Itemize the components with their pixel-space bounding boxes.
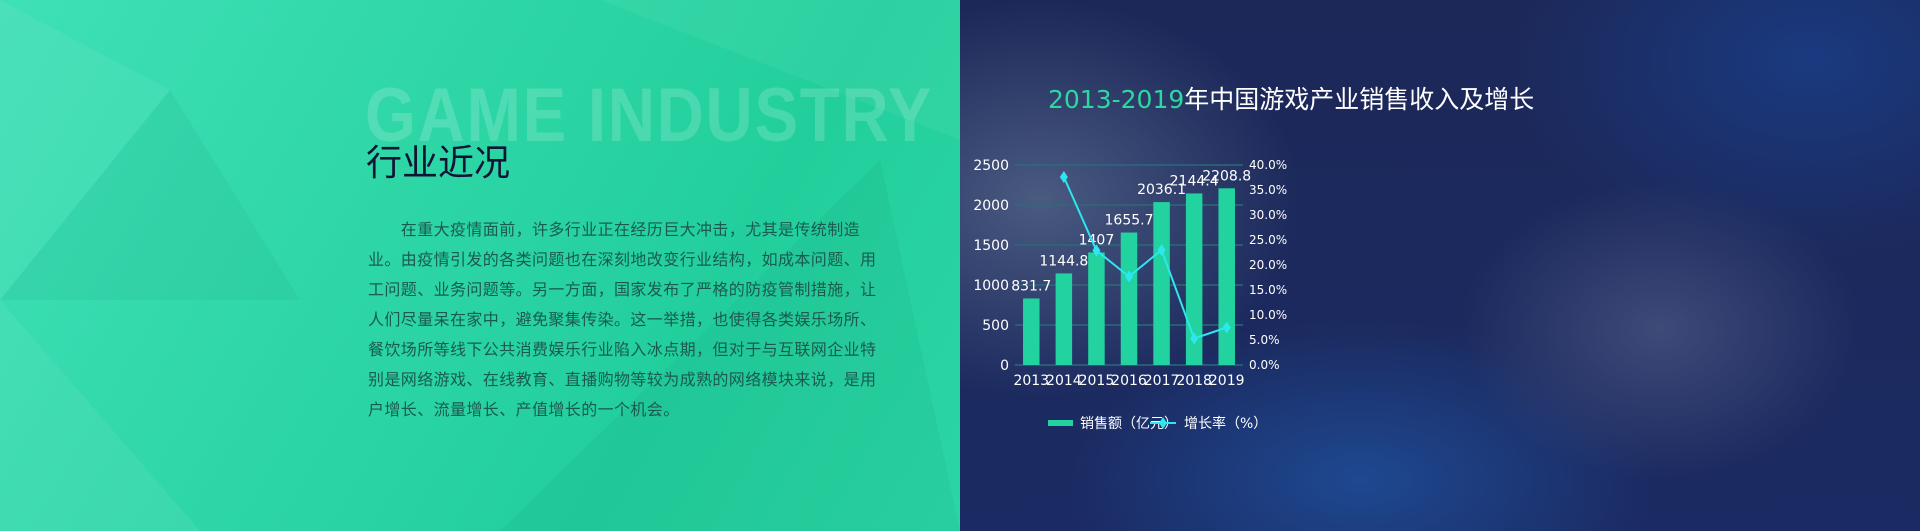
y-right-tick-label: 15.0% bbox=[1249, 283, 1287, 297]
y-left-tick-label: 0 bbox=[1000, 358, 1009, 374]
y-left-tick-label: 1500 bbox=[973, 238, 1009, 254]
y-left-tick-label: 1000 bbox=[973, 278, 1009, 294]
right-panel bbox=[960, 0, 1920, 531]
y-left-tick-label: 2500 bbox=[973, 158, 1009, 174]
bar bbox=[1120, 232, 1138, 365]
bar-data-label: 1655.7 bbox=[1105, 213, 1154, 229]
bar-data-label: 831.7 bbox=[1011, 278, 1051, 294]
y-right-tick-label: 35.0% bbox=[1249, 183, 1287, 197]
y-left-tick-label: 2000 bbox=[973, 198, 1009, 214]
bar-data-label: 2208.8 bbox=[1202, 168, 1251, 184]
y-left-tick-label: 500 bbox=[982, 318, 1009, 334]
paragraph-line: 在重大疫情面前，许多行业正在经历巨大冲击，尤其是传统制造 bbox=[368, 220, 861, 239]
growth-point bbox=[1222, 321, 1231, 334]
x-tick-label: 2019 bbox=[1209, 373, 1245, 389]
left-panel: GAME INDUSTRY 行业近况 在重大疫情面前，许多行业正在经历巨大冲击，… bbox=[0, 0, 960, 531]
bar-data-label: 1144.8 bbox=[1039, 253, 1088, 269]
legend-bar-label: 销售额（亿元） bbox=[1080, 416, 1178, 432]
growth-point bbox=[1157, 244, 1166, 256]
y-right-tick-label: 25.0% bbox=[1249, 233, 1287, 247]
y-right-tick-label: 5.0% bbox=[1249, 333, 1280, 347]
bar bbox=[1055, 273, 1073, 365]
bar bbox=[1185, 193, 1203, 365]
chart-title-text: 年中国游戏产业销售收入及增长 bbox=[1184, 85, 1535, 114]
legend-bar-swatch bbox=[1048, 420, 1073, 426]
section-heading: 行业近况 bbox=[366, 143, 511, 184]
bar-data-label: 2144.4 bbox=[1170, 173, 1219, 189]
body-paragraph: 在重大疫情面前，许多行业正在经历巨大冲击，尤其是传统制造 业。由疫情引发的各类问… bbox=[368, 215, 877, 425]
y-right-tick-label: 20.0% bbox=[1249, 258, 1287, 272]
bar-data-label: 1407 bbox=[1079, 232, 1115, 248]
growth-point bbox=[1190, 332, 1199, 345]
bar-data-label: 2036.1 bbox=[1137, 182, 1186, 198]
chart-title-years: 2013-2019 bbox=[1048, 85, 1185, 114]
polygon-background bbox=[0, 90, 960, 531]
x-tick-label: 2017 bbox=[1144, 373, 1180, 389]
paragraph-line: 户增长、流量增长、产值增长的一个机会。 bbox=[368, 400, 680, 419]
bar bbox=[1088, 252, 1105, 365]
growth-point bbox=[1125, 270, 1133, 283]
y-right-tick-label: 30.0% bbox=[1249, 208, 1287, 222]
x-tick-label: 2018 bbox=[1176, 373, 1212, 389]
bar bbox=[1153, 202, 1170, 365]
paragraph-line: 别是网络游戏、在线教育、直播购物等较为成熟的网络模块来说，是用 bbox=[368, 370, 877, 389]
x-tick-label: 2015 bbox=[1079, 373, 1115, 389]
growth-point bbox=[1092, 244, 1101, 257]
watermark-text: GAME INDUSTRY bbox=[365, 73, 934, 158]
paragraph-line: 餐饮场所等线下公共消费娱乐行业陷入冰点期，但对于与互联网企业特 bbox=[368, 340, 877, 359]
chart: 0 500 1000 1500 2000 2500 0.0% 5.0% 10.0% 15.0% 20… bbox=[973, 158, 1287, 432]
paragraph-line: 业。由疫情引发的各类问题也在深刻地改变行业结构，如成本问题、用 bbox=[368, 250, 877, 269]
x-tick-label: 2016 bbox=[1111, 373, 1147, 389]
chart-title: 2013-2019年中国游戏产业销售收入及增长 bbox=[1048, 80, 1534, 116]
legend-diamond-icon bbox=[1159, 417, 1167, 429]
x-tick-label: 2013 bbox=[1013, 373, 1049, 389]
bar bbox=[1218, 188, 1235, 365]
y-right-tick-label: 10.0% bbox=[1249, 308, 1287, 322]
growth-line bbox=[1062, 176, 1228, 340]
y-right-tick-label: 0.0% bbox=[1249, 358, 1280, 372]
paragraph-line: 工问题、业务问题等。另一方面，国家发布了严格的防疫管制措施，让 bbox=[368, 280, 877, 299]
paragraph-line: 人们尽量呆在家中，避免聚集传染。这一举措，也使得各类娱乐场所、 bbox=[368, 310, 877, 329]
x-tick-label: 2014 bbox=[1046, 373, 1082, 389]
y-right-tick-label: 40.0% bbox=[1249, 158, 1287, 172]
legend-line-label: 增长率（%） bbox=[1184, 415, 1267, 432]
growth-point bbox=[1059, 171, 1068, 183]
bar bbox=[1023, 298, 1040, 365]
